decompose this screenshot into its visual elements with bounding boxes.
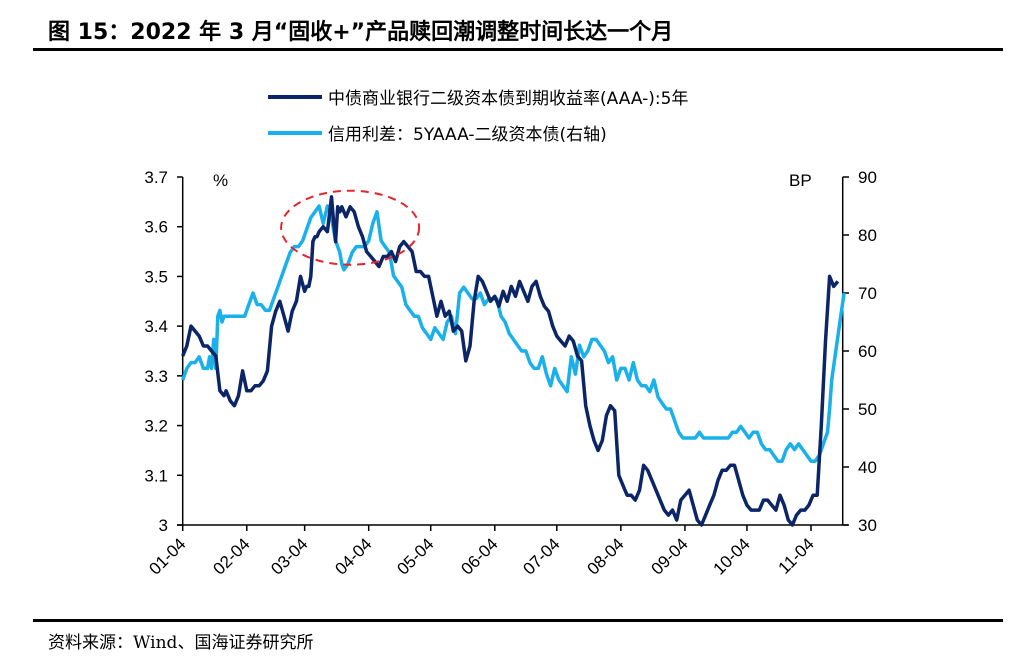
left-y-tick-label: 3.3 (144, 367, 168, 386)
series-line-spread (181, 204, 846, 463)
series-line-yield (181, 195, 840, 527)
x-tick-label: 11-04 (775, 534, 818, 577)
legend-item-yield: 中债商业银行二级资本债到期收益率(AAA-):5年 (268, 84, 688, 109)
source-note: 资料来源：Wind、国海证券研究所 (48, 633, 314, 653)
bottom-rule (33, 619, 1003, 622)
left-y-tick-label: 3.5 (144, 267, 168, 286)
left-axis-unit: % (213, 171, 228, 190)
legend-swatch-spread (268, 130, 322, 135)
legend-label-spread: 信用利差：5YAAA-二级资本债(右轴) (328, 125, 607, 145)
right-y-tick-label: 50 (858, 400, 877, 419)
x-tick-label: 08-04 (584, 534, 628, 578)
left-y-ticks: 3 3.1 3.2 3.3 3.4 3.5 3.6 3.7 (144, 168, 183, 535)
x-tick-label: 10-04 (710, 534, 754, 578)
left-y-tick-label: 3.2 (144, 417, 168, 436)
left-y-tick-label: 3.4 (144, 317, 168, 336)
x-tick-label: 01-04 (145, 534, 189, 578)
top-rule (33, 48, 1003, 51)
series-lines (181, 195, 846, 527)
right-y-ticks: 30 40 50 60 70 80 90 (842, 168, 877, 535)
right-y-tick-label: 80 (858, 226, 877, 245)
legend-label-yield: 中债商业银行二级资本债到期收益率(AAA-):5年 (328, 89, 689, 109)
x-tick-label: 06-04 (457, 534, 501, 578)
right-y-tick-label: 60 (858, 342, 877, 361)
x-ticks: 01-04 02-04 03-04 04-04 05-04 06-04 07-04 08-04… (145, 525, 818, 579)
x-tick-label: 04-04 (331, 534, 375, 578)
highlight-ellipse (280, 189, 421, 266)
right-y-tick-label: 90 (858, 168, 877, 187)
right-y-tick-label: 70 (858, 284, 877, 303)
axes (177, 177, 848, 526)
legend-swatch-yield (268, 94, 322, 99)
left-y-tick-label: 3.7 (144, 168, 168, 187)
right-axis-unit: BP (789, 171, 812, 190)
x-tick-label: 05-04 (393, 534, 437, 578)
figure-title: 图 15：2022 年 3 月“固收+”产品赎回潮调整时间长达一个月 (48, 20, 674, 45)
right-y-tick-label: 30 (858, 516, 877, 535)
x-tick-label: 09-04 (648, 534, 692, 578)
x-tick-label: 07-04 (519, 534, 563, 578)
left-y-tick-label: 3 (159, 516, 168, 535)
x-tick-label: 02-04 (209, 534, 253, 578)
legend-item-spread: 信用利差：5YAAA-二级资本债(右轴) (268, 120, 607, 145)
right-y-tick-label: 40 (858, 458, 877, 477)
left-y-tick-label: 3.6 (144, 218, 168, 237)
left-y-tick-label: 3.1 (144, 466, 168, 485)
x-tick-label: 03-04 (267, 534, 311, 578)
